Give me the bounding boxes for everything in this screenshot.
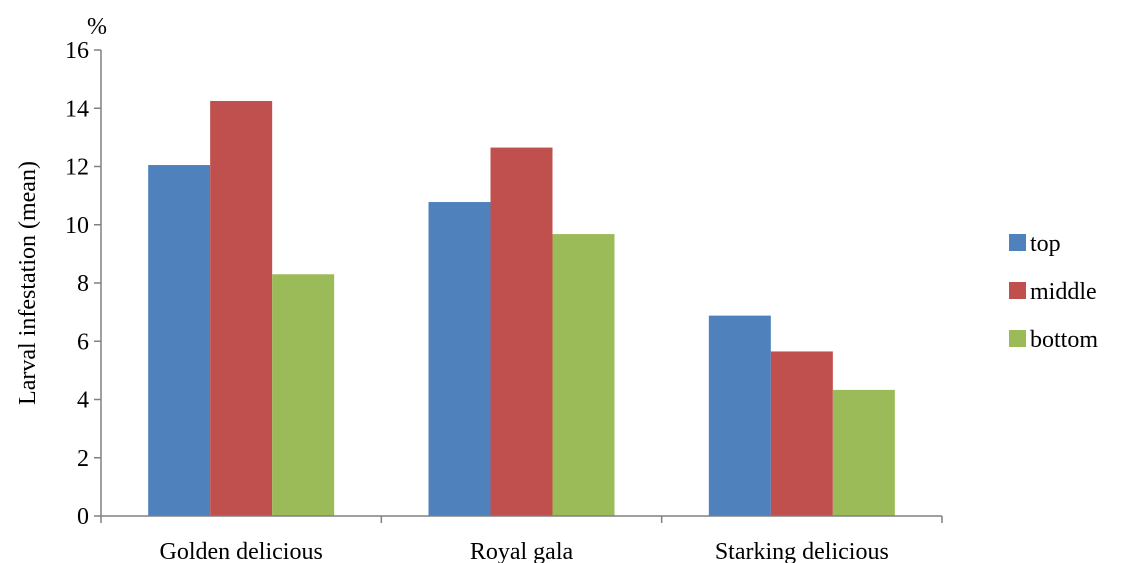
legend-label-top: top [1030, 231, 1061, 257]
y-axis-unit-label: % [87, 14, 107, 40]
x-tick-label: Starking delicious [715, 539, 889, 563]
bar-bottom-golden-delicious [272, 274, 335, 516]
bars-group [148, 100, 895, 516]
bar-bottom-royal-gala [552, 234, 615, 516]
bar-top-royal-gala [428, 202, 491, 516]
y-tick-label: 14 [65, 96, 89, 122]
y-tick-label: 2 [77, 446, 89, 472]
legend-swatch-top [1009, 234, 1026, 251]
legend-label-bottom: bottom [1030, 327, 1098, 353]
y-tick-label: 8 [77, 271, 89, 297]
x-tick-label: Royal gala [470, 539, 574, 563]
bar-top-golden-delicious [148, 165, 211, 516]
bar-middle-golden-delicious [210, 100, 273, 516]
legend-swatch-middle [1009, 282, 1026, 299]
y-tick-label: 12 [65, 155, 89, 181]
y-tick-label: 6 [77, 329, 89, 355]
y-ticks-group: 0 2 4 6 8 10 12 14 16 [65, 38, 101, 530]
x-ticks-group: Golden delicious Royal gala Starking delic… [100, 516, 943, 563]
y-axis-title: Larval infestation (mean) [15, 161, 41, 405]
legend-label-middle: middle [1030, 279, 1097, 305]
y-tick-label: 0 [77, 504, 89, 530]
legend: top middle bottom [1009, 231, 1098, 353]
y-tick-label: 4 [77, 388, 89, 414]
bar-bottom-starking-delicious [832, 389, 895, 516]
bar-middle-starking-delicious [770, 351, 833, 516]
y-tick-label: 10 [65, 213, 89, 239]
y-tick-label: 16 [65, 38, 89, 64]
bar-middle-royal-gala [490, 147, 553, 516]
x-tick-label: Golden delicious [160, 539, 323, 563]
legend-swatch-bottom [1009, 330, 1026, 347]
bar-top-starking-delicious [708, 315, 771, 516]
